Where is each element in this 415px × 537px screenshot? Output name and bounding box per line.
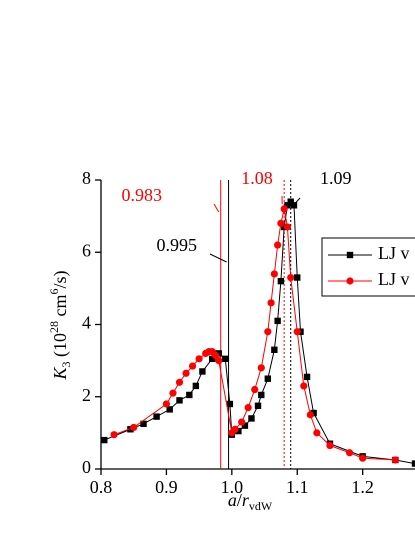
legend-marker (346, 277, 354, 285)
point (195, 355, 203, 363)
point (277, 219, 285, 227)
point (101, 436, 108, 444)
point (303, 373, 311, 381)
point (267, 299, 275, 307)
annotation-label: 0.983 (122, 185, 163, 205)
point (310, 409, 317, 417)
point (186, 391, 193, 399)
y-label-part: 3 (59, 361, 73, 367)
point (182, 369, 190, 377)
point (222, 355, 229, 363)
x-label-part: r (242, 490, 250, 510)
point (176, 397, 183, 404)
y-tick-label: 6 (82, 240, 91, 260)
point (241, 422, 249, 429)
annotation-label: 1.08 (241, 168, 273, 188)
point (127, 426, 134, 433)
point (264, 328, 272, 336)
point (300, 382, 308, 390)
point (345, 449, 354, 457)
point (166, 406, 173, 413)
point (231, 425, 239, 433)
point (209, 355, 216, 363)
point (169, 389, 177, 397)
point (283, 223, 292, 231)
point (313, 429, 321, 437)
y-tick-label: 4 (82, 313, 91, 333)
x-tick-label: 1.2 (351, 477, 374, 497)
legend-label: LJ v (378, 243, 410, 263)
point (257, 364, 265, 372)
point (192, 382, 200, 390)
point (254, 402, 262, 409)
point (188, 362, 197, 370)
legend-marker (346, 251, 354, 259)
annotation-arrow (213, 203, 220, 213)
y-label-part: cm (50, 294, 70, 321)
y-axis-label: K3 (1028 cm6/s) (47, 270, 73, 380)
y-label-part: /s) (50, 270, 71, 288)
point (162, 400, 171, 408)
x-tick-label: 0.8 (90, 477, 113, 497)
point (199, 368, 206, 375)
point (306, 411, 314, 419)
annotation-label: 0.995 (157, 235, 198, 255)
point (251, 385, 259, 394)
x-tick-label: 1.0 (221, 477, 244, 497)
point (411, 460, 415, 467)
point (211, 351, 220, 359)
point (248, 415, 255, 422)
point (294, 274, 301, 281)
point (287, 198, 294, 205)
point (274, 241, 282, 249)
point (293, 328, 301, 336)
y-label-part: K (50, 367, 70, 381)
point (287, 273, 295, 282)
y-label-part: 6 (47, 288, 61, 294)
annotation-label: 1.09 (320, 168, 352, 188)
x-tick-label: 0.9 (155, 477, 178, 497)
y-label-part: 28 (47, 321, 61, 333)
x-label-part: / (237, 490, 242, 510)
point (270, 270, 278, 278)
point (110, 431, 118, 439)
point (284, 202, 291, 209)
point (238, 418, 246, 426)
point (244, 403, 252, 412)
point (359, 454, 367, 462)
y-tick-label: 2 (82, 385, 91, 405)
point (215, 357, 223, 365)
point (175, 378, 184, 386)
point (153, 413, 160, 420)
point (258, 391, 265, 399)
point (215, 350, 222, 357)
x-tick-label: 1.1 (286, 477, 309, 497)
point (271, 346, 278, 353)
x-axis-label: a/rvdW (228, 490, 273, 513)
point (264, 375, 272, 382)
y-tick-label: 0 (82, 457, 91, 477)
legend-box (321, 237, 415, 297)
point (235, 427, 242, 435)
x-label-part: a (228, 490, 237, 510)
point (130, 423, 138, 432)
y-label-part: (10 (50, 333, 71, 362)
point (326, 441, 334, 450)
point (277, 277, 285, 285)
y-tick-label: 8 (82, 168, 91, 188)
point (290, 202, 298, 209)
point (140, 420, 147, 428)
x-label-part: vdW (249, 499, 273, 513)
point (391, 456, 399, 464)
point (226, 400, 234, 408)
point (274, 317, 281, 325)
legend-label: LJ v (378, 269, 410, 289)
point (280, 205, 288, 213)
annotation-arrow (209, 253, 227, 263)
